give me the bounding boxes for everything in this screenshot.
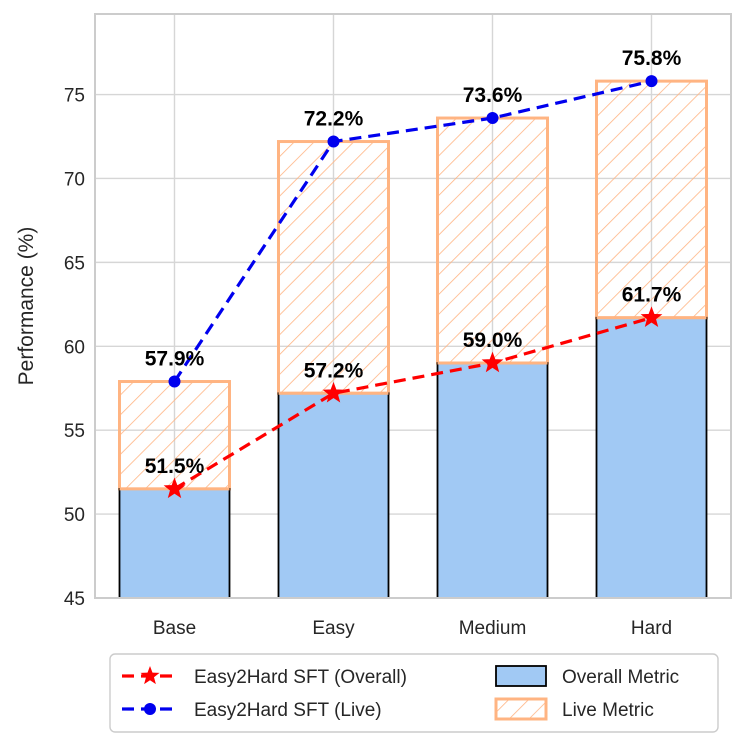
legend-swatch-overall — [495, 665, 547, 687]
data-label: 75.8% — [622, 47, 682, 70]
live-point-marker — [168, 375, 181, 388]
legend-label: Live Metric — [562, 700, 654, 721]
live-point-marker — [327, 135, 340, 148]
overall-metric-bar — [436, 362, 549, 599]
legend-star-marker — [140, 666, 160, 685]
y-tick-label: 70 — [64, 169, 85, 190]
live-metric-bar — [277, 140, 390, 395]
live-metric-bar — [595, 79, 708, 320]
legend-label: Easy2Hard SFT (Overall) — [194, 667, 407, 688]
series-line — [173, 316, 652, 491]
legend-circle-marker — [144, 703, 156, 715]
data-label: 57.9% — [145, 348, 205, 371]
y-tick-label: 45 — [64, 589, 85, 610]
data-labels: 51.5% 57.2% 59.0% 61.7% 57.9% 72.2% 73.6% 75.8% — [145, 47, 682, 478]
x-tick-label: Medium — [459, 618, 527, 639]
live-point-marker — [645, 75, 658, 88]
data-label: 57.2% — [304, 359, 364, 382]
data-label: 51.5% — [145, 455, 205, 478]
y-tick-label: 55 — [64, 421, 85, 442]
y-tick-label: 60 — [64, 337, 85, 358]
data-label: 72.2% — [304, 108, 364, 131]
y-tick-label: 75 — [64, 86, 85, 107]
series-line — [173, 79, 652, 383]
legend-label: Easy2Hard SFT (Live) — [194, 700, 382, 721]
y-axis-title: Performance (%) — [15, 227, 38, 386]
overall-star-marker — [322, 381, 345, 403]
overall-star-marker — [640, 306, 663, 327]
overall-metric-bar — [277, 392, 390, 599]
overall-metric-bar — [595, 316, 708, 599]
bars — [118, 79, 708, 599]
data-label: 73.6% — [463, 84, 523, 107]
series-lines — [163, 75, 663, 499]
live-point-marker — [486, 112, 499, 125]
overall-star-marker — [163, 477, 186, 499]
overall-star-marker — [481, 351, 504, 373]
data-label: 61.7% — [622, 284, 682, 307]
data-label: 59.0% — [463, 329, 523, 352]
x-tick-label: Hard — [631, 618, 672, 639]
legend-box — [109, 653, 719, 733]
plot-frame — [94, 13, 732, 599]
overall-metric-bar — [118, 488, 231, 599]
live-metric-bar — [436, 116, 549, 365]
legend: Easy2Hard SFT (Overall) Easy2Hard SFT (Li… — [109, 653, 719, 733]
x-tick-label: Easy — [312, 618, 355, 639]
x-tick-label: Base — [153, 618, 196, 639]
legend-swatch-live — [494, 697, 548, 721]
axes: 45 50 55 60 65 70 75 Base Easy Medium Hard Performa… — [15, 13, 732, 639]
y-tick-label: 50 — [64, 505, 85, 526]
legend-label: Overall Metric — [562, 667, 679, 688]
y-tick-label: 65 — [64, 253, 85, 274]
